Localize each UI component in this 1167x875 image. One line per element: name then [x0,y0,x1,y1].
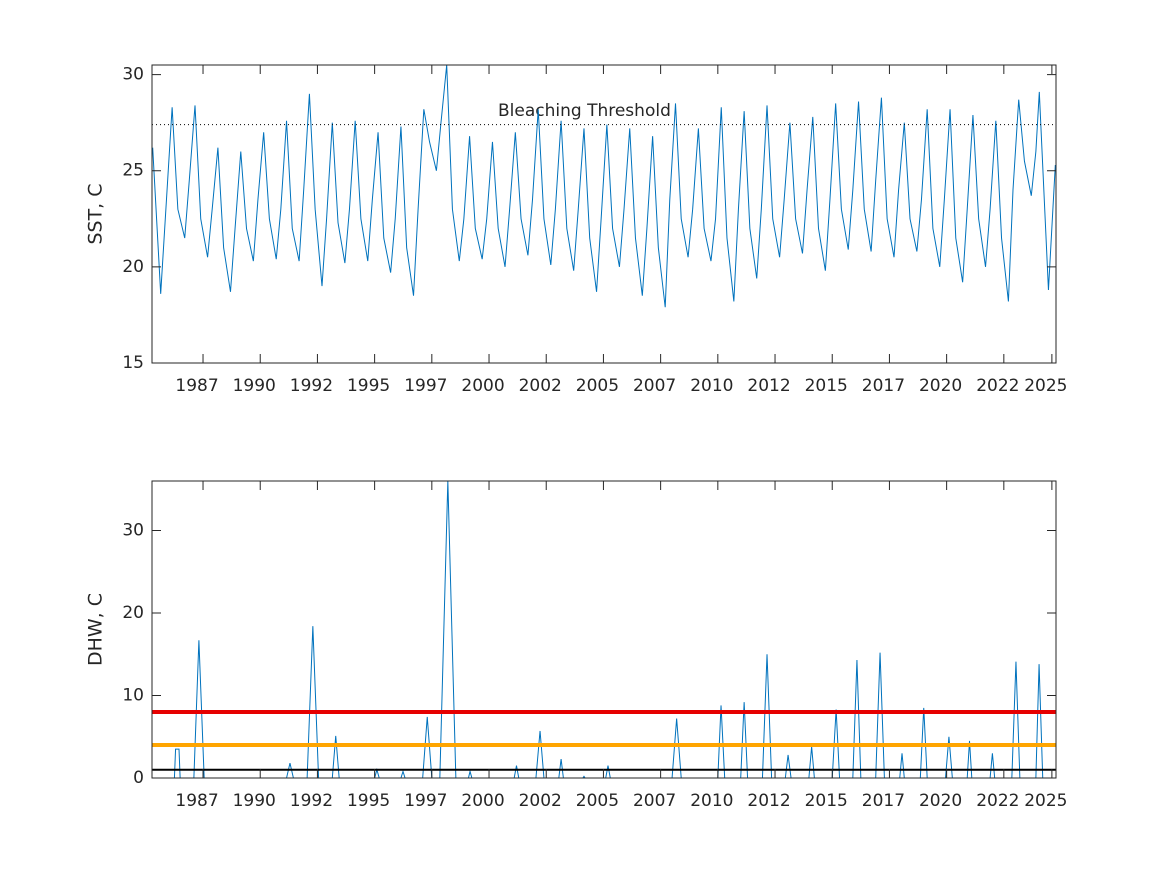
x-tick-label: 2015 [805,791,848,811]
y-axis-label: SST, C [85,183,107,244]
x-tick-label: 2012 [747,791,790,811]
x-tick-label: 2002 [519,791,562,811]
x-tick-label: 2012 [747,376,790,396]
x-tick-label: 2015 [805,376,848,396]
x-tick-label: 1997 [404,791,447,811]
x-tick-label: 2000 [461,791,504,811]
y-axis-label: DHW, C [85,593,107,666]
x-tick-label: 2010 [690,376,733,396]
y-tick-label: 20 [122,603,144,623]
x-tick-label: 2000 [461,376,504,396]
x-tick-label: 2005 [576,791,619,811]
annotation: Bleaching Threshold [498,101,671,121]
data-line [152,65,1056,308]
x-tick-label: 1992 [290,376,333,396]
x-tick-label: 2005 [576,376,619,396]
axes-frame [151,480,1057,779]
x-tick-label: 2007 [633,376,676,396]
x-tick-label: 2025 [1024,791,1067,811]
x-tick-label: 1987 [175,791,218,811]
x-tick-label: 1997 [404,376,447,396]
x-tick-label: 1990 [233,376,276,396]
y-tick-label: 30 [122,521,144,541]
y-tick-label: 15 [122,353,144,373]
axes-frame [151,64,1057,364]
x-tick-label: 1987 [175,376,218,396]
y-tick-label: 30 [122,65,144,85]
x-tick-label: 1992 [290,791,333,811]
x-tick-label: 2025 [1024,376,1067,396]
y-tick-label: 10 [122,686,144,706]
x-tick-label: 2022 [976,791,1019,811]
x-tick-label: 2022 [976,376,1019,396]
x-tick-label: 2020 [919,791,962,811]
x-tick-label: 2017 [862,791,905,811]
x-tick-label: 2002 [519,376,562,396]
x-tick-label: 2017 [862,376,905,396]
x-tick-label: 1995 [347,376,390,396]
y-tick-label: 0 [133,768,144,788]
x-tick-label: 1995 [347,791,390,811]
y-tick-label: 25 [122,161,144,181]
data-line [152,481,1056,778]
x-tick-label: 2007 [633,791,676,811]
x-tick-label: 2020 [919,376,962,396]
x-tick-label: 2010 [690,791,733,811]
x-tick-label: 1990 [233,791,276,811]
y-tick-label: 20 [122,257,144,277]
